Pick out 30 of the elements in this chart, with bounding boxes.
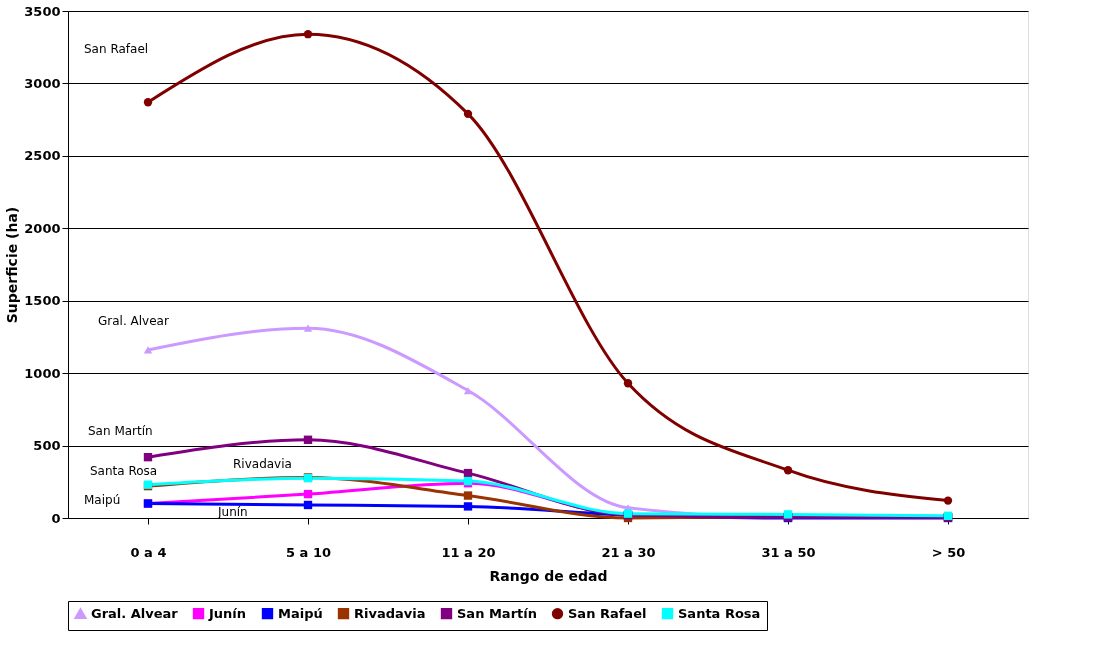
legend-label: San Rafael (568, 605, 647, 621)
legend-label: Gral. Alvear (91, 605, 179, 621)
legend-label: Junín (208, 605, 247, 621)
y-tick-label: 2000 (24, 220, 61, 236)
text: San Martín (88, 424, 153, 439)
text: Junín (218, 504, 248, 519)
y-axis-title: Superficie (ha) (4, 206, 21, 324)
x-tick-label: 0 a 4 (130, 544, 167, 560)
legend-label: San Martín (457, 605, 537, 621)
text: Gral. Alvear (98, 313, 169, 328)
y-tick-label: 500 (33, 438, 61, 454)
x-tick-label: > 50 (931, 544, 966, 560)
x-tick-label: 11 a 20 (441, 544, 496, 560)
text: Santa Rosa (90, 463, 158, 478)
legend-label: Maipú (278, 605, 323, 621)
legend-label: Rivadavia (354, 605, 426, 621)
y-tick-label: 3000 (24, 75, 61, 91)
text: San Rafael (84, 42, 149, 57)
legend-label: Santa Rosa (678, 605, 761, 621)
y-tick-label: 0 (51, 510, 61, 526)
y-tick-label: 1000 (24, 365, 61, 381)
x-tick-label: 21 a 30 (601, 544, 656, 560)
x-tick-label: 5 a 10 (286, 544, 331, 560)
x-axis-title: Rango de edad (489, 567, 608, 584)
y-tick-label: 1500 (24, 293, 61, 309)
x-tick-label: 31 a 50 (761, 544, 816, 560)
text: Rivadavia (233, 457, 292, 472)
y-tick-label: 3500 (24, 3, 61, 19)
text: Maipú (84, 492, 121, 507)
y-tick-label: 2500 (24, 148, 61, 164)
